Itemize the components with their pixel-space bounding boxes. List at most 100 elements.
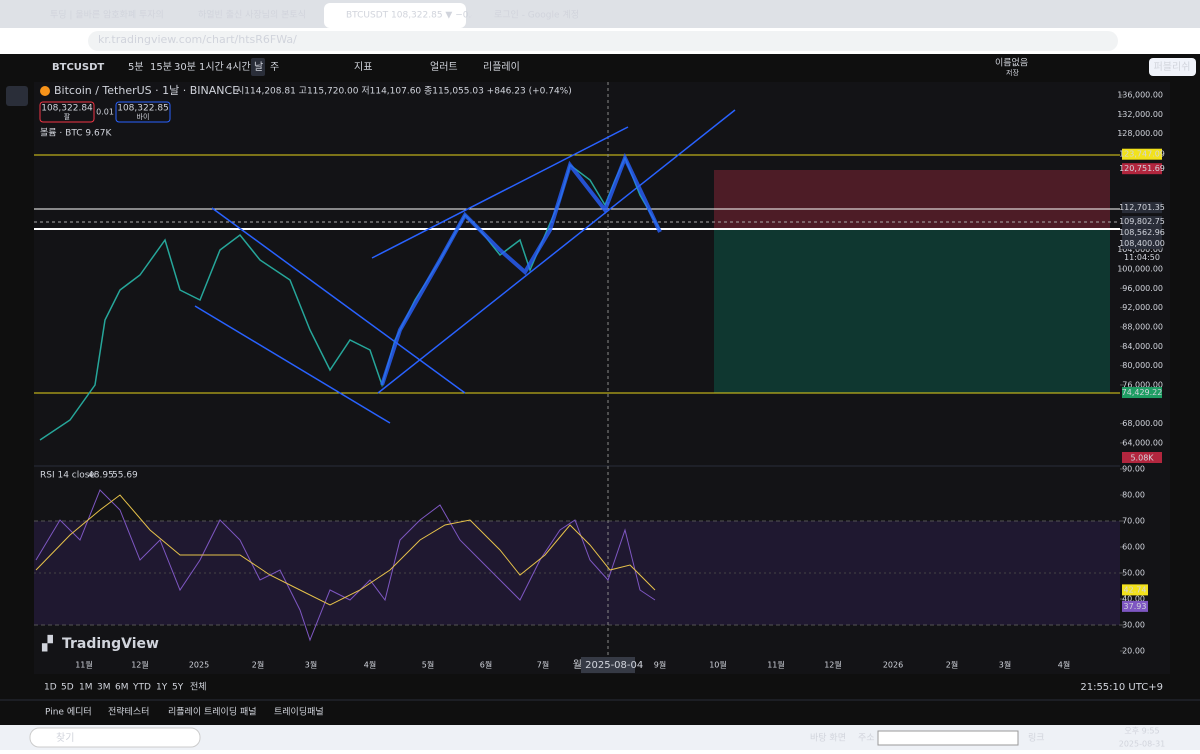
panel-tab[interactable]: Pine 에디터: [45, 707, 92, 718]
price-tag-label: 112,701.35: [1119, 203, 1165, 212]
interval[interactable]: 30분: [174, 61, 196, 73]
replay[interactable]: 리플레이: [483, 61, 520, 73]
price-tag: [1122, 216, 1162, 228]
price-tag: [1122, 148, 1162, 160]
price-tag: [1122, 387, 1162, 399]
url-box[interactable]: [88, 31, 1118, 51]
alert[interactable]: 얼러트: [430, 61, 458, 73]
price-tag-label: 108,562.96: [1119, 228, 1165, 237]
range-button[interactable]: 1M: [79, 683, 93, 693]
interval[interactable]: 4시간: [226, 61, 251, 73]
time-label: 2025: [189, 661, 209, 670]
price-tick-label: 76,000.00: [1122, 380, 1163, 389]
price-tag-label: 123,747.09: [1119, 150, 1165, 159]
panel-tab[interactable]: 트레이딩패널: [274, 707, 324, 718]
time-label: 5월: [422, 660, 434, 670]
range-button[interactable]: 5D: [61, 683, 74, 693]
rsi-tick-label: 90.00: [1122, 465, 1145, 474]
price-tick-label: 68,000.00: [1122, 419, 1163, 428]
price-tag: [1122, 227, 1162, 239]
rsi-ma-line: [35, 494, 656, 606]
address-input[interactable]: [877, 730, 1019, 746]
price-tick-label: 96,000.00: [1122, 284, 1163, 293]
time-label: 2월: [252, 660, 264, 670]
interval[interactable]: 15분: [150, 61, 172, 73]
search[interactable]: 찾기: [56, 732, 74, 744]
interval[interactable]: 5분: [128, 61, 144, 73]
interval[interactable]: 1시간: [199, 61, 224, 73]
buy-label: 바이: [137, 112, 150, 121]
interval[interactable]: 날: [254, 61, 263, 73]
rsi-tag-label: 37.93: [1124, 602, 1147, 611]
sell-button[interactable]: [39, 101, 95, 123]
panel-tab[interactable]: 리플레이 트레이딩 패널: [168, 707, 257, 718]
buy-button[interactable]: [115, 101, 171, 123]
coin-icon: [40, 86, 50, 96]
symbol-title: Bitcoin / TetherUS · 1날 · BINANCE: [54, 84, 239, 97]
time-label: 12월: [824, 660, 842, 670]
symbol[interactable]: BTCUSDT: [52, 62, 104, 73]
rsi-tick-label: 50.00: [1122, 569, 1145, 578]
price-tag-label: 108,400.00: [1119, 239, 1165, 248]
price-tag-label: 120,751.69: [1119, 164, 1165, 173]
time-label: 3월: [999, 660, 1011, 670]
time-label: 12월: [131, 660, 149, 670]
interval[interactable]: 주: [270, 62, 279, 73]
range-button[interactable]: 전체: [190, 682, 207, 693]
tab-title: 로그인 - Google 계정: [494, 9, 579, 21]
publish: 퍼블리쉬: [1154, 61, 1191, 73]
indicators[interactable]: 지표: [354, 61, 372, 73]
rsi-tick-label: 80.00: [1122, 491, 1145, 500]
rsi-tag: [1122, 600, 1148, 612]
range-button[interactable]: 1D: [44, 683, 57, 693]
url[interactable]: kr.tradingview.com/chart/htsR6FWa/: [98, 33, 297, 46]
price-tag-label: 74,429.22: [1122, 388, 1163, 397]
cursor-date: 월 2025-08-04: [573, 659, 644, 671]
layout-name[interactable]: 이름없음: [995, 58, 1028, 69]
range-button[interactable]: YTD: [132, 683, 151, 693]
sell-price: 108,322.84: [41, 104, 93, 114]
rsi-tag: [1122, 584, 1148, 596]
tool-cursor[interactable]: [6, 86, 28, 106]
rsi-tick-label: 60.00: [1122, 543, 1145, 552]
buy-price: 108,322.85: [117, 104, 169, 114]
range-button[interactable]: 3M: [97, 683, 111, 693]
interval-active: [251, 58, 265, 76]
tab-title: 투딩 | 올바른 암호화폐 투자의: [50, 9, 164, 21]
time-label: 3월: [305, 660, 317, 670]
price-tick-label: 136,000.00: [1117, 91, 1163, 100]
time-label: 11월: [75, 660, 93, 670]
range-button[interactable]: 5Y: [172, 683, 184, 693]
rsi-tick-label: 20.00: [1122, 647, 1145, 656]
search-box[interactable]: [29, 727, 201, 748]
loss-zone: [714, 170, 1110, 229]
tab[interactable]: [472, 3, 614, 28]
tab[interactable]: [28, 3, 170, 28]
address-label: 주소: [858, 733, 875, 744]
saved: 저장: [1006, 68, 1019, 77]
pattern-path: [380, 152, 662, 386]
logo: TradingView: [62, 636, 159, 652]
time-label: 6월: [480, 660, 492, 670]
price-tick-label: 100,000.00: [1117, 264, 1163, 273]
time-label: 10월: [709, 660, 727, 670]
publish-button[interactable]: [1149, 58, 1196, 76]
range-button[interactable]: 6M: [115, 683, 129, 693]
price-tag: [1122, 163, 1162, 175]
price-tick-label: 84,000.00: [1122, 342, 1163, 351]
links[interactable]: 링크: [1028, 732, 1045, 744]
price-tag: [1122, 202, 1162, 214]
price-tick-label: 132,000.00: [1117, 110, 1163, 119]
range-button[interactable]: 1Y: [156, 683, 168, 693]
tab[interactable]: [176, 3, 318, 28]
tab[interactable]: [324, 3, 466, 28]
tab-title: 하얼빈 출신 사장님의 본토식: [198, 10, 306, 21]
time-label: 9월: [654, 660, 666, 670]
price-tag: [1122, 238, 1162, 250]
volume-tag-text: 5.08K: [1130, 454, 1154, 463]
panel-tab[interactable]: 전략테스터: [108, 706, 149, 718]
time-label: 7월: [537, 660, 549, 670]
time-label: 4월: [1058, 660, 1070, 670]
desktop[interactable]: 바탕 화면: [810, 733, 846, 744]
time-label: 4월: [364, 660, 376, 670]
